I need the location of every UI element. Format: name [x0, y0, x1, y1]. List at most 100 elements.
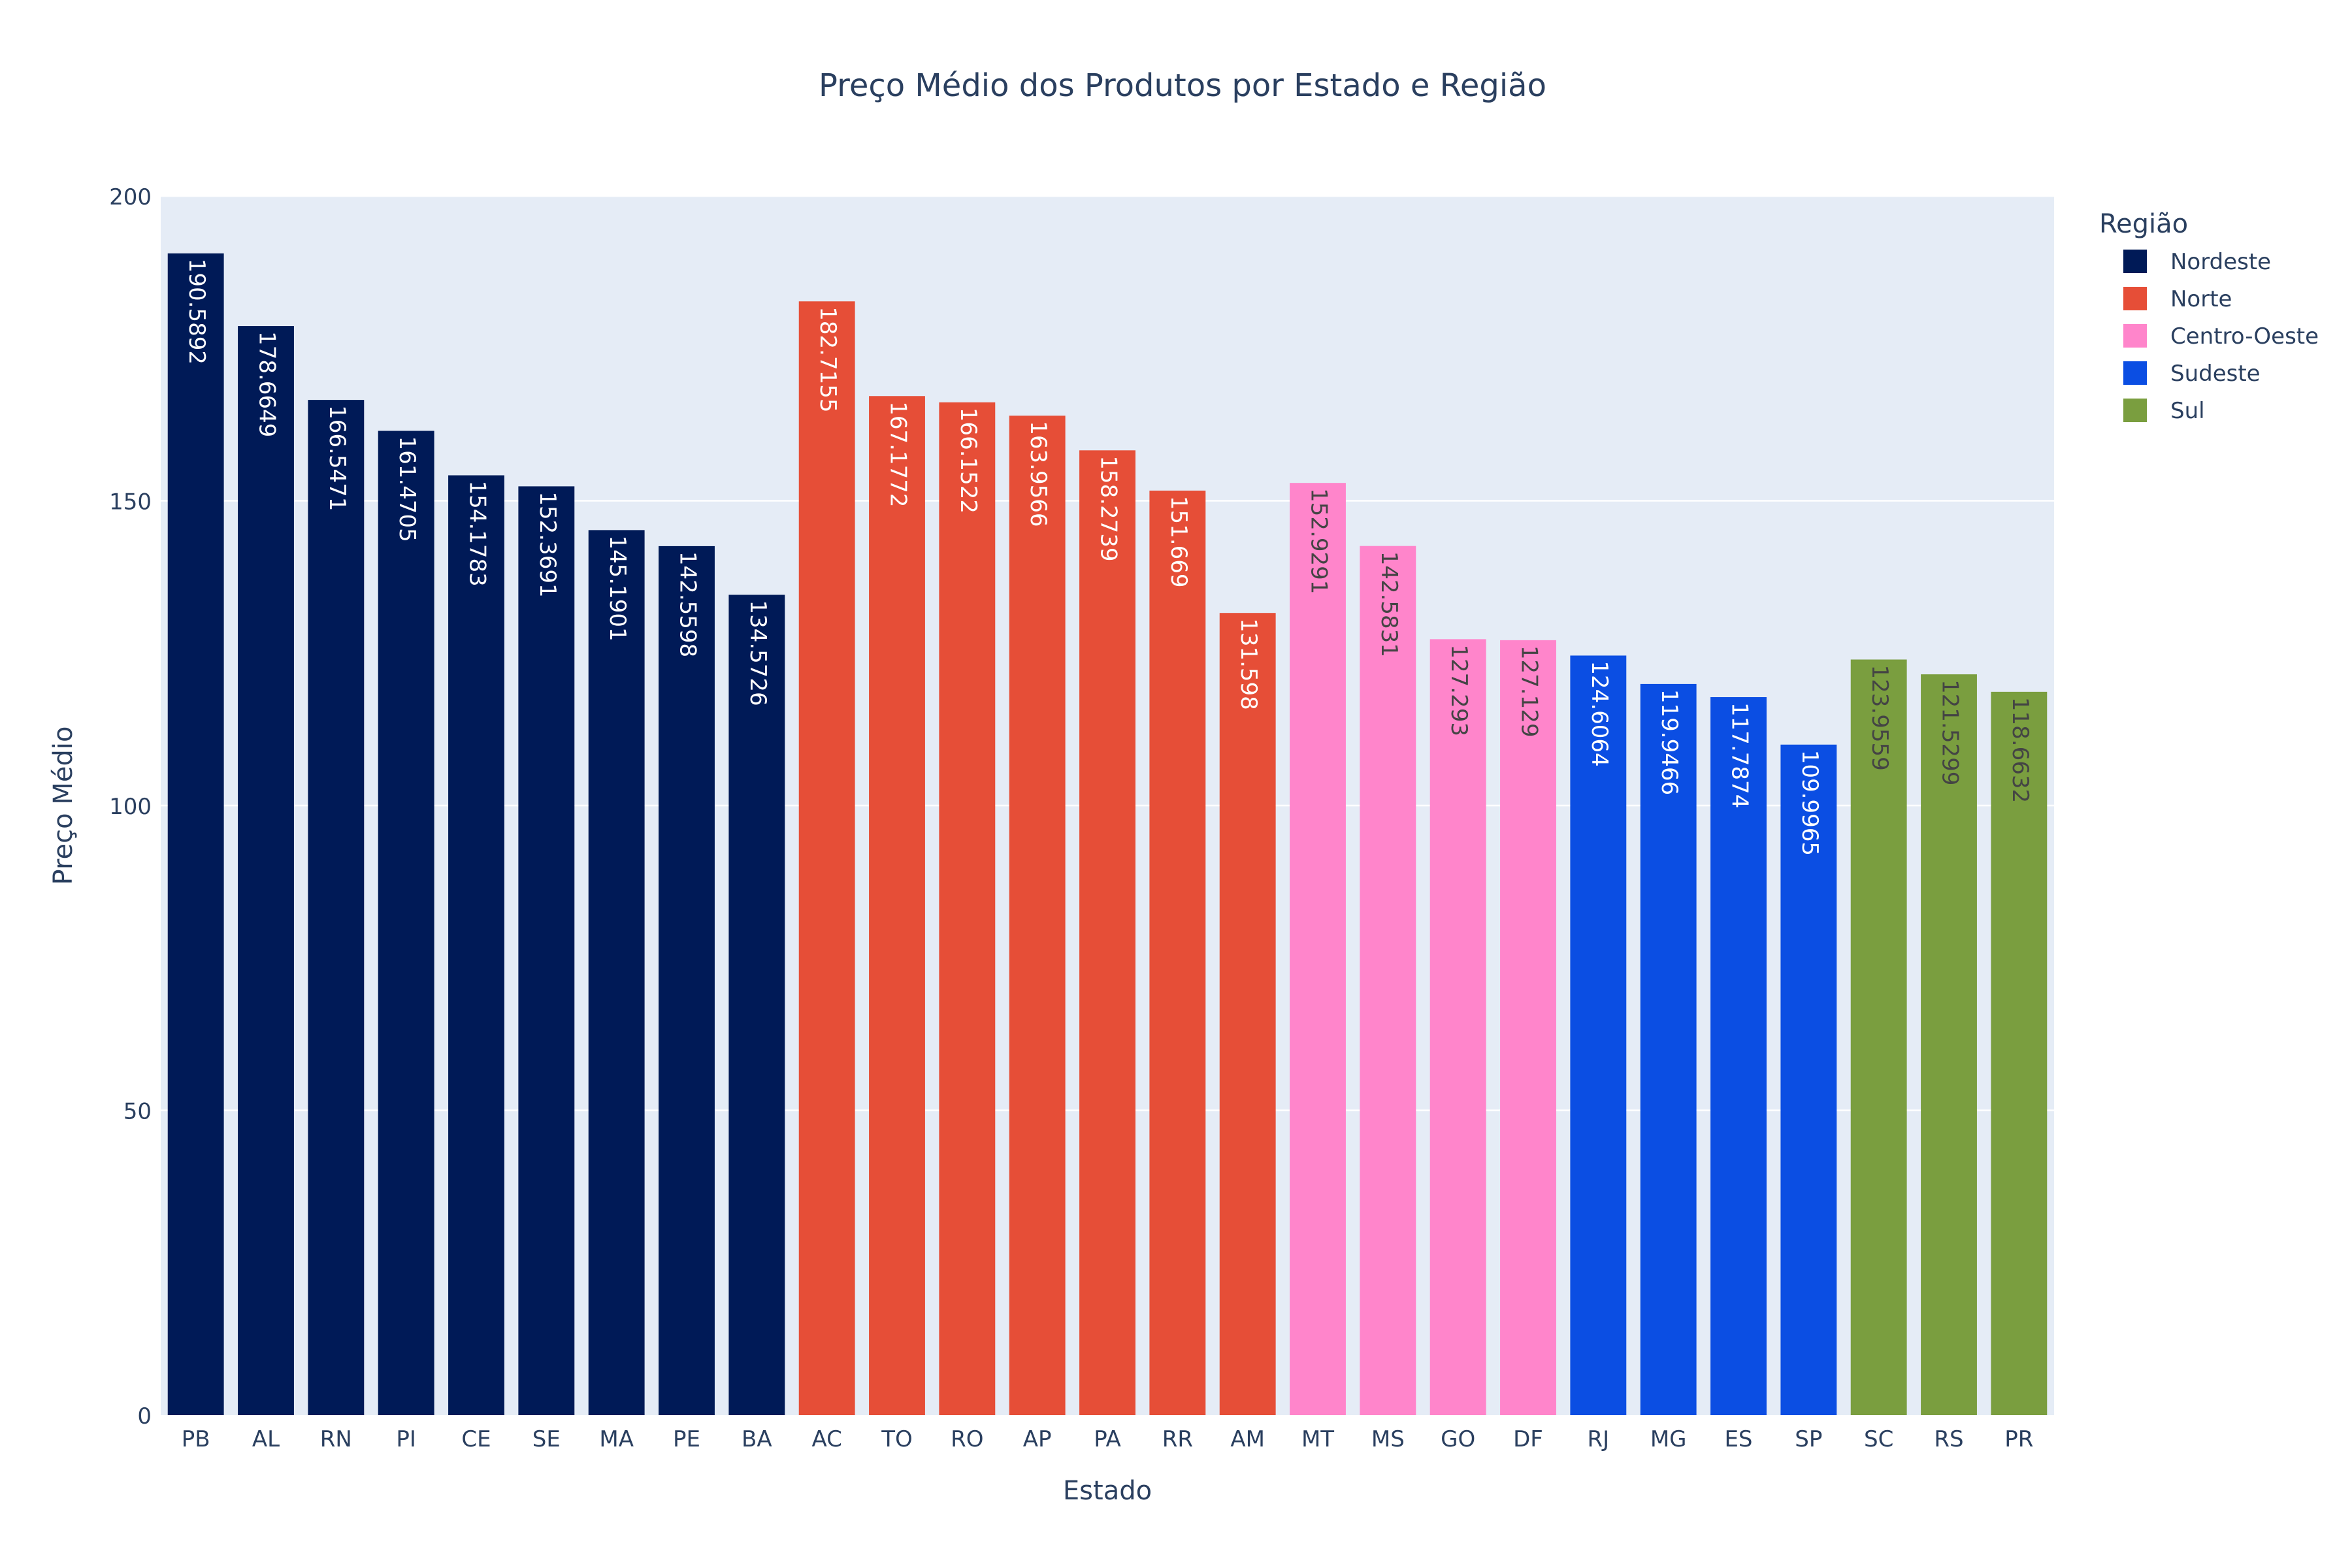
x-tick-label: PB — [182, 1426, 210, 1452]
y-axis-tick-labels: 0 50 100 150 200 — [109, 184, 152, 1429]
bar-PI[interactable] — [378, 431, 434, 1415]
bar-value-label-RJ: 124.6064 — [1586, 661, 1612, 766]
x-tick-label: MA — [599, 1426, 634, 1452]
bar-MT[interactable] — [1290, 483, 1346, 1415]
bar-MA[interactable] — [588, 530, 645, 1415]
legend-swatch — [2123, 324, 2147, 348]
bar-value-label-AL: 178.6649 — [254, 331, 280, 437]
bar-value-label-SC: 123.9559 — [1867, 664, 1893, 770]
bar-GO[interactable] — [1429, 639, 1486, 1415]
bar-DF[interactable] — [1500, 640, 1556, 1415]
bar-TO[interactable] — [869, 396, 925, 1415]
x-tick-label: MS — [1371, 1426, 1405, 1452]
legend-item-norte[interactable]: Norte — [2123, 286, 2232, 312]
x-tick-label: RR — [1162, 1426, 1193, 1452]
bar-AP[interactable] — [1009, 416, 1066, 1415]
legend-label: Sul — [2170, 398, 2205, 424]
legend-title: Região — [2099, 209, 2188, 239]
y-tick-label: 100 — [109, 794, 152, 820]
legend-swatch — [2123, 250, 2147, 273]
bar-value-label-PE: 142.5598 — [675, 551, 701, 657]
bar-SE[interactable] — [518, 486, 575, 1416]
y-tick-label: 0 — [137, 1403, 152, 1429]
x-tick-label: RS — [1934, 1426, 1963, 1452]
bar-value-label-SE: 152.3691 — [534, 491, 561, 597]
bar-AM[interactable] — [1219, 613, 1276, 1415]
legend-swatch — [2123, 399, 2147, 422]
legend-label: Nordeste — [2170, 249, 2271, 275]
x-tick-label: RO — [951, 1426, 983, 1452]
bar-CE[interactable] — [448, 475, 504, 1415]
legend-label: Sudeste — [2170, 361, 2261, 387]
legend-label: Centro-Oeste — [2170, 323, 2319, 350]
bar-value-label-PA: 158.2739 — [1096, 455, 1122, 561]
bar-SP[interactable] — [1780, 744, 1837, 1415]
bar-value-label-PB: 190.5892 — [184, 259, 210, 365]
x-tick-label: DF — [1513, 1426, 1543, 1452]
legend-item-centro-oeste[interactable]: Centro-Oeste — [2123, 323, 2319, 350]
legend-swatch — [2123, 361, 2147, 385]
x-tick-label: AC — [811, 1426, 841, 1452]
bar-SC[interactable] — [1850, 659, 1907, 1415]
bar-RO[interactable] — [939, 402, 996, 1415]
bar-value-label-CE: 154.1783 — [465, 481, 491, 587]
bar-value-label-MG: 119.9466 — [1656, 689, 1682, 795]
bar-value-label-DF: 127.129 — [1516, 645, 1543, 738]
legend-item-nordeste[interactable]: Nordeste — [2123, 249, 2271, 275]
bar-AC[interactable] — [798, 301, 855, 1415]
bar-value-label-GO: 127.293 — [1446, 644, 1472, 736]
bar-value-label-RN: 166.5471 — [324, 405, 350, 511]
y-tick-label: 50 — [123, 1099, 152, 1125]
bar-value-label-PR: 118.6632 — [2007, 697, 2033, 803]
bar-value-label-ES: 117.7874 — [1727, 702, 1753, 808]
x-tick-label: ES — [1724, 1426, 1752, 1452]
bar-value-label-MA: 145.1901 — [604, 535, 630, 641]
bar-RN[interactable] — [308, 400, 365, 1416]
x-tick-label: PR — [2004, 1426, 2033, 1452]
x-tick-label: PE — [673, 1426, 700, 1452]
bar-value-label-RO: 166.1522 — [955, 408, 981, 514]
bar-PB[interactable] — [167, 253, 224, 1416]
bar-MS[interactable] — [1360, 546, 1416, 1415]
x-tick-label: PI — [396, 1426, 416, 1452]
bar-PE[interactable] — [659, 546, 715, 1416]
bar-value-label-MT: 152.9291 — [1306, 488, 1332, 594]
bar-value-label-SP: 109.9965 — [1797, 750, 1823, 856]
x-tick-label: MT — [1301, 1426, 1334, 1452]
legend-item-sul[interactable]: Sul — [2123, 398, 2205, 424]
x-tick-label: AP — [1023, 1426, 1052, 1452]
x-tick-label: SP — [1795, 1426, 1822, 1452]
bar-AL[interactable] — [238, 326, 294, 1415]
bar-RR[interactable] — [1149, 490, 1206, 1415]
bar-PR[interactable] — [1991, 691, 2048, 1415]
bar-value-label-TO: 167.1772 — [885, 401, 911, 507]
bar-RS[interactable] — [1921, 674, 1977, 1415]
y-axis-title: Preço Médio — [48, 727, 78, 885]
bar-value-label-PI: 161.4705 — [394, 436, 420, 542]
legend-item-sudeste[interactable]: Sudeste — [2123, 361, 2261, 387]
x-tick-label: SE — [532, 1426, 561, 1452]
bar-PA[interactable] — [1079, 450, 1135, 1416]
legend-label: Norte — [2170, 286, 2232, 312]
x-tick-label: MG — [1650, 1426, 1687, 1452]
x-axis-title: Estado — [1063, 1476, 1152, 1506]
bar-value-label-AM: 131.598 — [1235, 618, 1262, 710]
x-tick-label: RJ — [1588, 1426, 1610, 1452]
bar-value-label-BA: 134.5726 — [745, 600, 771, 706]
bar-value-labels: 190.5892 178.6649 166.5471 161.4705 154.1783… — [184, 259, 2033, 856]
x-tick-label: PA — [1094, 1426, 1121, 1452]
bar-value-label-MS: 142.5831 — [1376, 551, 1402, 657]
bar-MG[interactable] — [1640, 683, 1697, 1415]
bar-ES[interactable] — [1710, 697, 1767, 1415]
x-tick-label: GO — [1441, 1426, 1475, 1452]
legend-swatch — [2123, 287, 2147, 310]
x-tick-label: RN — [320, 1426, 352, 1452]
bar-RJ[interactable] — [1570, 655, 1627, 1415]
bar-value-label-RR: 151.669 — [1166, 496, 1192, 588]
bar-BA[interactable] — [728, 595, 785, 1415]
x-tick-label: BA — [742, 1426, 772, 1452]
x-axis-tick-labels: PB AL RN PI CE SE MA PE BA AC TO RO AP PA RR AM MT MS GO DF… — [182, 1426, 2034, 1452]
bar-value-label-AP: 163.9566 — [1025, 421, 1051, 527]
legend[interactable]: Região Nordeste Norte Centro-Oeste Sudeste S… — [2099, 209, 2319, 424]
bar-value-label-AC: 182.7155 — [815, 306, 841, 412]
